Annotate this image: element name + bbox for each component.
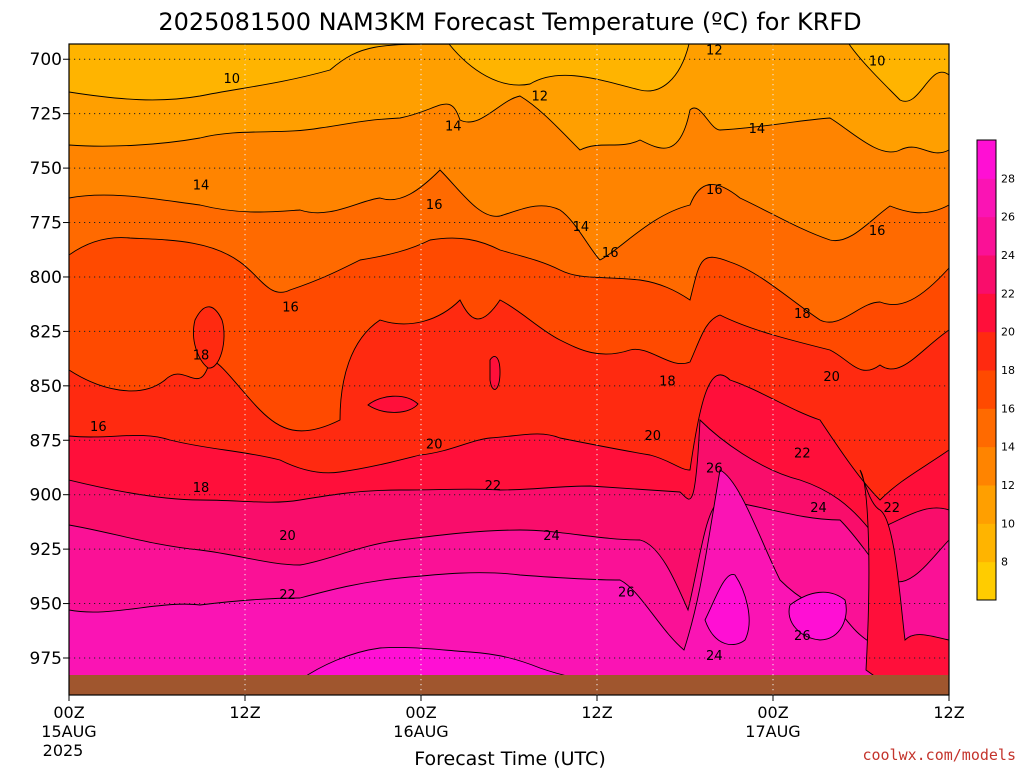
contour-label: 14 [193,179,210,194]
ground-terrain [69,675,949,695]
x-tick-year: 2025 [43,741,84,760]
contour-label: 22 [884,501,901,516]
chart-title: 2025081500 NAM3KM Forecast Temperature (… [158,8,861,36]
warm-cell [489,356,501,390]
contour-label: 16 [869,224,886,239]
colorbar-tick-label: 10 [1001,517,1015,530]
x-tick-label: 00Z [757,703,788,722]
colorbar-tick-label: 12 [1001,479,1015,492]
colorbar-tick-label: 26 [1001,211,1015,224]
colorbar-swatch [977,140,996,179]
colorbar-swatch [977,370,996,409]
temperature-band [859,469,949,681]
contour-label: 16 [282,300,299,315]
contour-label: 22 [485,479,502,494]
x-tick-label: 12Z [581,703,612,722]
y-tick-label: 925 [30,540,62,560]
x-axis-label: Forecast Time (UTC) [414,748,605,768]
contour-label: 16 [90,420,107,435]
colorbar-swatch [977,523,996,563]
x-tick-date: 16AUG [393,722,448,741]
contour-label: 14 [749,122,766,137]
contour-label: 20 [644,429,661,444]
contour-label: 14 [573,220,590,235]
x-tick-label: 12Z [933,703,964,722]
y-tick-label: 825 [30,322,62,342]
temperature-bands [69,44,949,695]
warm-cell [193,306,225,369]
contour-label: 26 [706,462,723,477]
y-tick-label: 700 [30,50,62,70]
colorbar-frame [976,139,997,601]
x-tick-label: 00Z [53,703,84,722]
colorbar-swatch [977,408,996,448]
contour-label: 16 [706,183,723,198]
colorbar-swatch [977,293,996,333]
contour-label: 20 [823,370,840,385]
contour-label: 12 [532,89,549,104]
contour-label: 20 [279,529,296,544]
contour-label: 14 [445,120,462,135]
colorbar-tick-label: 28 [1001,172,1015,185]
y-tick-label: 900 [30,486,62,506]
warm-cell [367,395,419,413]
colorbar-swatch [977,216,996,256]
contour-label: 18 [193,348,210,363]
credit-link[interactable]: coolwx.com/models [862,746,1016,764]
y-axis: 700 725 750 775 800 825 850 875 900 925 950 975 [30,50,69,669]
colorbar-tick-label: 24 [1001,249,1015,262]
temperature-band [788,591,847,641]
y-tick-label: 800 [30,268,62,288]
colorbar-tick-label: 14 [1001,441,1015,454]
colorbar-swatch [977,485,996,524]
contour-label: 24 [706,649,723,664]
y-tick-label: 850 [30,377,62,397]
x-tick-label: 12Z [229,703,260,722]
x-tick-date: 17AUG [745,722,800,741]
temperature-band [704,574,750,646]
y-tick-label: 750 [30,159,62,179]
colorbar-swatch [977,446,996,486]
y-tick-label: 775 [30,214,62,234]
contour-label: 18 [659,374,676,389]
contour-label: 24 [543,529,560,544]
contour-label: 10 [224,72,241,87]
contour-label: 26 [618,586,635,601]
plot-area [69,44,949,695]
colorbar-swatch [977,561,996,601]
contour-label: 12 [706,44,723,59]
contour-label: 10 [869,54,886,69]
colorbar-tick-label: 18 [1001,364,1015,377]
x-tick-label: 00Z [405,703,436,722]
x-tick-date: 15AUG [41,722,96,741]
time-gridlines [244,44,774,695]
contour-label: 22 [794,446,811,461]
colorbar: 8 10 12 14 16 18 20 22 24 26 28 [976,139,1015,601]
contour-label: 20 [426,438,443,453]
colorbar-tick-label: 22 [1001,287,1015,300]
colorbar-tick-label: 8 [1001,556,1008,569]
pressure-gridlines [69,58,949,659]
y-tick-label: 975 [30,649,62,669]
contour-label: 18 [193,481,210,496]
contour-label: 24 [810,501,827,516]
contour-label: 16 [426,198,443,213]
plot-frame [68,43,950,696]
colorbar-swatch [977,178,996,218]
contour-labels: 10 14 16 18 16 18 20 22 14 12 16 20 22 24 26 14 16 18 20 12… [90,44,900,664]
y-tick-label: 725 [30,105,62,125]
contour-label: 18 [794,307,811,322]
y-tick-label: 950 [30,595,62,615]
colorbar-tick-label: 20 [1001,326,1015,339]
colorbar-swatch [977,255,996,294]
colorbar-tick-label: 16 [1001,402,1015,415]
contour-label: 26 [794,629,811,644]
colorbar-swatch [977,331,996,371]
contour-label: 16 [602,246,619,261]
temperature-band [298,647,601,681]
contour-label: 22 [279,588,296,603]
y-tick-label: 875 [30,431,62,451]
